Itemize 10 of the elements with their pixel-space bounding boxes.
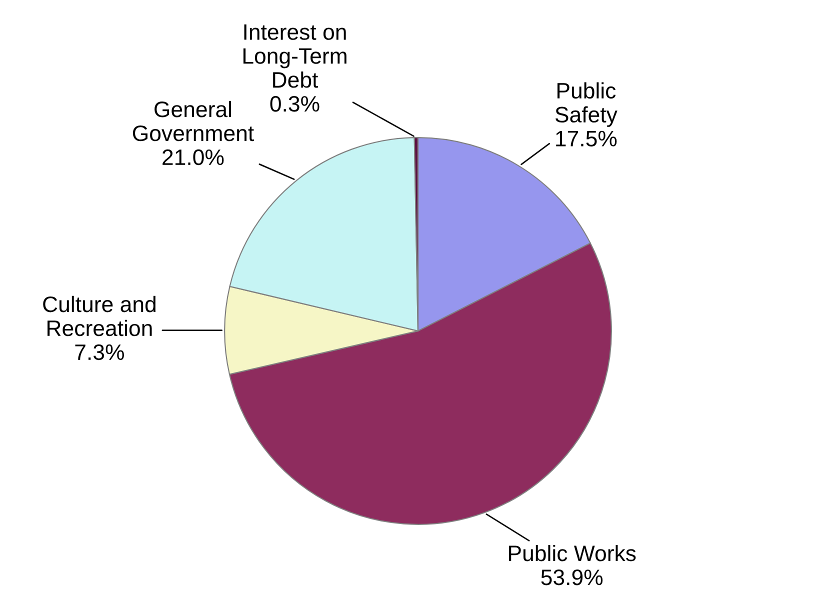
slice-label: Interest on Long-Term Debt [243,24,346,88]
slice-label: Culture and Recreation [43,296,156,336]
slice-label: Public Safety [555,82,618,127]
data-label: 53.9% [541,569,603,586]
data-label: 7.3% [75,344,124,360]
data-label: 17.5% [556,130,617,146]
slice-label: General Government [132,100,254,142]
slice-label: Public Works [509,544,636,562]
data-label: 21.0% [162,149,224,166]
data-label: 0.3% [270,96,320,112]
